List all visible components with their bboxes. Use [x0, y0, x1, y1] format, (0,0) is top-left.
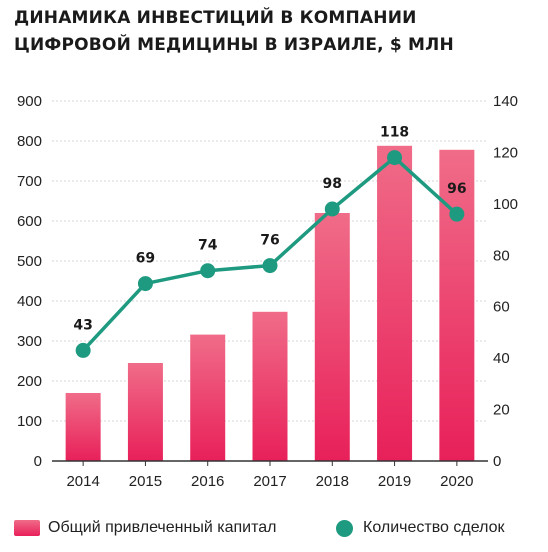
legend-item-deals: Количество сделок [336, 519, 504, 537]
x-tick-label: 2019 [378, 473, 411, 490]
y-right-tick-label: 0 [493, 453, 501, 470]
axes: 0 100 200 300 400 500 600 700 800 900 0 20 40 60 80 100… [17, 93, 518, 490]
deal-count-data-label: 69 [136, 251, 155, 267]
bar [377, 145, 413, 462]
deal-count-data-label: 118 [380, 125, 409, 141]
y-right-tick-label: 100 [493, 196, 518, 213]
bar [190, 334, 226, 461]
bar [252, 311, 288, 461]
deal-count-point [449, 206, 465, 222]
deal-count-data-label: 76 [260, 233, 279, 249]
x-tick-label: 2017 [253, 473, 286, 490]
x-tick-label: 2016 [191, 473, 224, 490]
deal-count-point [387, 150, 403, 166]
legend-swatch-line [336, 519, 353, 537]
y-right-tick-label: 140 [493, 93, 518, 110]
deal-count-point [200, 263, 216, 279]
deal-count-data-label: 96 [447, 181, 466, 197]
x-tick-label: 2014 [66, 473, 99, 490]
legend-label-capital: Общий привлеченный капитал [48, 519, 277, 536]
data-labels: 43 69 74 76 98 118 96 [73, 125, 466, 334]
chart-title: ДИНАМИКА ИНВЕСТИЦИЙ В КОМПАНИИ ЦИФРОВОЙ … [14, 5, 534, 59]
y-left-tick-label: 800 [17, 133, 42, 150]
legend-item-capital: Общий привлеченный капитал [14, 519, 276, 537]
y-right-tick-label: 20 [493, 402, 510, 419]
bar [127, 363, 163, 461]
y-left-tick-label: 200 [17, 373, 42, 390]
y-left-tick-label: 0 [34, 453, 42, 470]
y-left-tick-label: 700 [17, 173, 42, 190]
line-series [75, 150, 465, 358]
y-right-tick-label: 120 [493, 144, 518, 161]
x-tick-label: 2015 [129, 473, 162, 490]
y-left-tick-label: 900 [17, 93, 42, 110]
y-left-tick-label: 600 [17, 213, 42, 230]
legend-label-deals: Количество сделок [363, 519, 505, 536]
bar [65, 393, 101, 461]
deal-count-point [324, 201, 340, 217]
deal-count-point [137, 276, 153, 292]
legend: Общий привлеченный капитал Количество сд… [14, 519, 544, 543]
y-left-tick-label: 500 [17, 253, 42, 270]
x-tick-label: 2020 [440, 473, 473, 490]
y-right-tick-label: 40 [493, 350, 510, 367]
y-right-tick-label: 80 [493, 247, 510, 264]
legend-swatch-bar [14, 520, 40, 536]
deal-count-point [75, 342, 91, 358]
deal-count-data-label: 74 [198, 238, 218, 254]
chart-title-line-1: ДИНАМИКА ИНВЕСТИЦИЙ В КОМПАНИИ [14, 8, 417, 28]
y-right-tick-label: 60 [493, 299, 510, 316]
y-left-tick-label: 300 [17, 333, 42, 350]
deal-count-data-label: 98 [323, 176, 342, 192]
y-left-tick-label: 100 [17, 413, 42, 430]
chart-title-line-2: ЦИФРОВОЙ МЕДИЦИНЫ В ИЗРАИЛЕ, $ МЛН [14, 35, 454, 55]
bar-series [65, 145, 475, 462]
x-tick-label: 2018 [316, 473, 349, 490]
deal-count-point [262, 258, 278, 274]
bar [314, 213, 350, 461]
deal-count-data-label: 43 [73, 317, 92, 333]
y-left-tick-label: 400 [17, 293, 42, 310]
